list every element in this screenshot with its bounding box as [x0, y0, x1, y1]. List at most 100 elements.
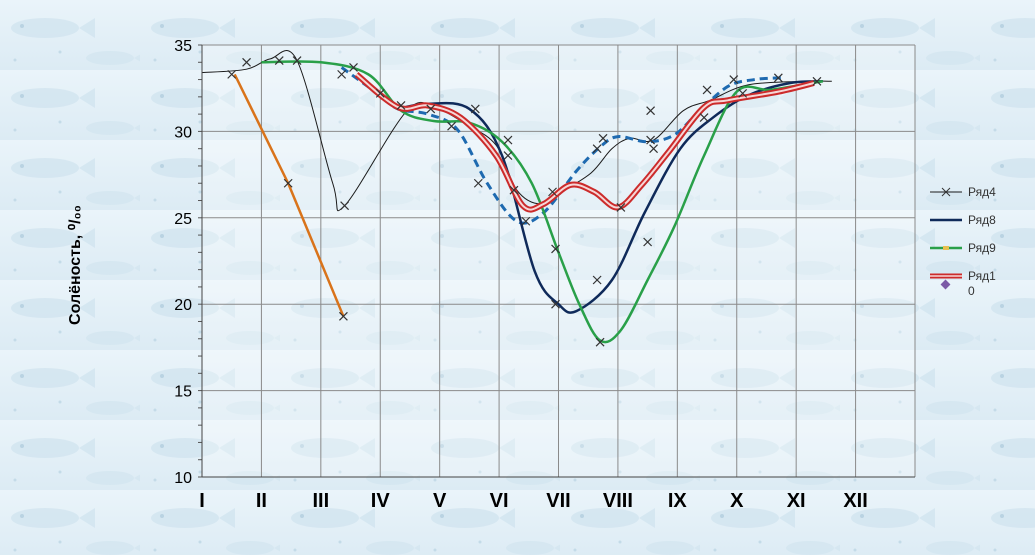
marker-stroke — [227, 69, 237, 79]
series-line — [201, 50, 832, 212]
marker-stroke — [646, 106, 656, 116]
marker-stroke — [340, 201, 350, 211]
marker-stroke — [649, 144, 658, 154]
data-point-marker — [702, 85, 712, 95]
marker-stroke — [598, 133, 608, 143]
data-point-marker — [616, 203, 626, 212]
x-tick-label: X — [730, 490, 744, 512]
legend-marker — [940, 279, 951, 290]
marker-stroke — [292, 56, 302, 65]
series-line-inner — [355, 73, 815, 211]
x-tick-label: III — [312, 490, 329, 512]
marker-stroke — [702, 85, 712, 95]
data-point-marker — [375, 88, 385, 98]
marker-stroke — [337, 69, 347, 79]
data-point-marker — [592, 275, 602, 285]
y-tick-label: 15 — [174, 384, 192, 401]
marker-stroke — [349, 63, 358, 72]
x-tick-label: IV — [371, 490, 391, 512]
data-point-marker — [509, 185, 519, 195]
marker-stroke — [643, 237, 653, 247]
y-tick-label: 10 — [174, 470, 192, 487]
marker-stroke — [447, 121, 456, 131]
data-point-marker — [447, 121, 456, 131]
marker-stroke — [548, 187, 557, 197]
series-Ряд4 — [201, 50, 832, 212]
marker-stroke — [699, 113, 709, 123]
y-tick-label: 35 — [174, 38, 192, 55]
x-tick-label: II — [256, 490, 267, 512]
legend-label: 0 — [968, 284, 975, 298]
data-point-marker — [292, 56, 302, 65]
marker-stroke — [470, 104, 480, 114]
y-axis-label: Солёность, ⁰/₀₀ — [67, 205, 84, 325]
data-point-marker — [649, 144, 658, 154]
data-point-marker — [738, 88, 748, 98]
marker-stroke — [396, 101, 406, 110]
marker-stroke — [551, 244, 560, 254]
data-point-marker — [551, 299, 560, 309]
data-point-marker — [338, 311, 348, 321]
x-tick-label: VI — [490, 490, 509, 512]
data-point-marker — [773, 73, 783, 83]
data-point-marker — [699, 113, 709, 123]
data-point-marker — [643, 237, 653, 247]
marker-stroke — [503, 135, 513, 145]
marker-stroke — [616, 203, 626, 212]
marker-stroke — [375, 88, 385, 98]
legend-item-Ряд8: Ряд8 — [930, 213, 996, 227]
data-point-marker — [349, 63, 358, 72]
marker-stroke — [509, 185, 519, 195]
data-point-marker — [646, 135, 656, 145]
series-Ряд10 — [354, 72, 815, 213]
marker-stroke — [473, 178, 483, 188]
legend-label: Ряд9 — [968, 241, 996, 255]
marker-stroke — [773, 73, 783, 83]
marker-stroke — [274, 56, 284, 65]
legend-marker — [941, 187, 951, 197]
data-point-marker — [340, 201, 350, 211]
marker-stroke — [338, 311, 348, 321]
marker-stroke — [646, 135, 656, 145]
x-tick-label: VII — [546, 490, 570, 512]
data-point-marker — [729, 75, 739, 84]
x-tick-label: I — [199, 490, 205, 512]
data-point-marker — [470, 104, 480, 114]
data-point-marker — [503, 135, 513, 145]
data-point-marker — [473, 178, 483, 188]
data-point-marker — [396, 101, 406, 110]
data-point-marker — [812, 76, 822, 86]
legend-label: Ряд1 — [968, 269, 996, 283]
x-tick-label: V — [433, 490, 447, 512]
data-point-marker — [242, 57, 251, 67]
data-point-marker — [426, 104, 436, 114]
legend-marker — [943, 246, 949, 250]
y-tick-label: 25 — [174, 211, 192, 228]
data-point-marker — [646, 106, 656, 116]
data-point-marker — [274, 56, 284, 65]
legend-label: Ряд4 — [968, 185, 996, 199]
data-point-marker — [551, 244, 560, 254]
x-tick-label: XII — [843, 490, 867, 512]
legend-item-Ряд9: Ряд9 — [930, 241, 996, 255]
marker-stroke — [812, 76, 822, 86]
y-tick-label: 30 — [174, 124, 192, 141]
data-point-marker — [598, 133, 608, 143]
marker-stroke — [521, 216, 531, 226]
marker-stroke — [595, 337, 605, 347]
data-point-marker — [227, 69, 237, 79]
x-tick-label: XI — [787, 490, 806, 512]
marker-stroke — [426, 104, 436, 114]
marker-layer — [227, 56, 822, 347]
data-point-marker — [595, 337, 605, 347]
marker-stroke — [729, 75, 739, 84]
marker-stroke — [242, 57, 251, 67]
marker-stroke — [592, 275, 602, 285]
marker-stroke — [738, 88, 748, 98]
data-point-marker — [503, 151, 513, 161]
